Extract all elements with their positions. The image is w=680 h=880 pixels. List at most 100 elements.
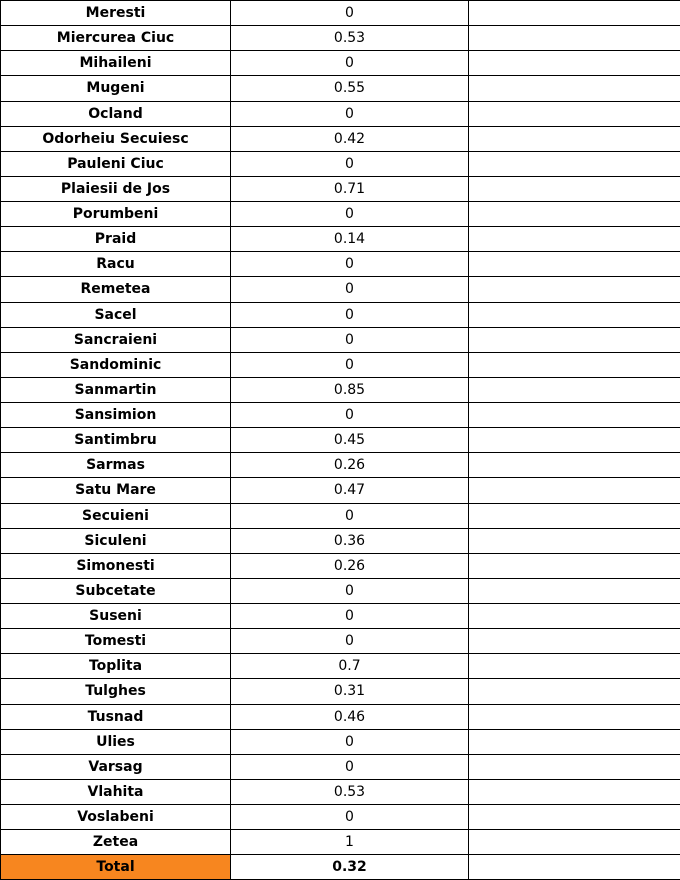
row-label: Tusnad xyxy=(0,703,231,730)
table-row: Secuieni 0 xyxy=(0,502,680,529)
row-label: Sarmas xyxy=(0,452,231,479)
row-label: Toplita xyxy=(0,653,231,680)
row-label: Subcetate xyxy=(0,577,231,605)
empty-cell xyxy=(468,276,680,303)
empty-cell xyxy=(468,100,680,127)
empty-cell xyxy=(468,25,680,52)
row-value: 1 xyxy=(230,829,469,856)
row-value: 0.45 xyxy=(230,427,469,454)
row-label: Voslabeni xyxy=(0,803,231,831)
table-row: Suseni 0 xyxy=(0,602,680,630)
row-value: 0 xyxy=(230,401,469,429)
row-value: 0 xyxy=(230,276,469,303)
row-label: Simonesti xyxy=(0,552,231,579)
empty-cell xyxy=(468,728,680,755)
row-label: Meresti xyxy=(0,0,231,27)
row-value: 0 xyxy=(230,326,469,353)
table-row: Mihaileni 0 xyxy=(0,50,680,77)
empty-cell xyxy=(468,803,680,831)
table-row: Ocland 0 xyxy=(0,100,680,127)
empty-cell xyxy=(468,854,680,880)
row-label: Satu Mare xyxy=(0,477,231,504)
empty-cell xyxy=(468,502,680,529)
row-label: Suseni xyxy=(0,602,231,630)
row-value: 0 xyxy=(230,628,469,655)
table-row: Sandominic 0 xyxy=(0,351,680,378)
table-row: Voslabeni 0 xyxy=(0,803,680,831)
row-value: 0.71 xyxy=(230,175,469,203)
empty-cell xyxy=(468,150,680,177)
table-row: Sancraieni 0 xyxy=(0,326,680,353)
row-label: Sandominic xyxy=(0,351,231,378)
empty-cell xyxy=(468,452,680,479)
row-value: 0 xyxy=(230,251,469,278)
row-label: Racu xyxy=(0,251,231,278)
table-row: Porumbeni 0 xyxy=(0,200,680,228)
empty-cell xyxy=(468,527,680,554)
table-row: Sanmartin 0.85 xyxy=(0,376,680,404)
row-value: 0.53 xyxy=(230,25,469,52)
empty-cell xyxy=(468,175,680,203)
empty-cell xyxy=(468,50,680,77)
row-value: 0 xyxy=(230,577,469,605)
row-value: 0.53 xyxy=(230,778,469,806)
table-row: Simonesti 0.26 xyxy=(0,552,680,579)
empty-cell xyxy=(468,653,680,680)
row-value: 0 xyxy=(230,301,469,328)
table-row: Total 0.32 xyxy=(0,854,680,880)
row-label: Siculeni xyxy=(0,527,231,554)
empty-cell xyxy=(468,829,680,856)
table-row: Varsag 0 xyxy=(0,753,680,780)
row-label: Sancraieni xyxy=(0,326,231,353)
empty-cell xyxy=(468,577,680,605)
table-row: Odorheiu Secuiesc 0.42 xyxy=(0,125,680,152)
empty-cell xyxy=(468,427,680,454)
empty-cell xyxy=(468,778,680,806)
table-row: Sansimion 0 xyxy=(0,401,680,429)
row-value: 0 xyxy=(230,602,469,630)
row-label: Plaiesii de Jos xyxy=(0,175,231,203)
row-value: 0.26 xyxy=(230,552,469,579)
row-label: Praid xyxy=(0,226,231,253)
table-row: Vlahita 0.53 xyxy=(0,778,680,806)
row-label: Zetea xyxy=(0,829,231,856)
table-row: Meresti 0 xyxy=(0,0,680,27)
row-value: 0.7 xyxy=(230,653,469,680)
empty-cell xyxy=(468,477,680,504)
row-value: 0.42 xyxy=(230,125,469,152)
row-value: 0.32 xyxy=(230,854,469,880)
table-row: Sarmas 0.26 xyxy=(0,452,680,479)
row-label: Mihaileni xyxy=(0,50,231,77)
empty-cell xyxy=(468,753,680,780)
row-label: Pauleni Ciuc xyxy=(0,150,231,177)
empty-cell xyxy=(468,301,680,328)
empty-cell xyxy=(468,678,680,705)
empty-cell xyxy=(468,401,680,429)
row-value: 0.55 xyxy=(230,75,469,102)
row-label: Sanmartin xyxy=(0,376,231,404)
row-value: 0.85 xyxy=(230,376,469,404)
row-label: Ocland xyxy=(0,100,231,127)
table-row: Remetea 0 xyxy=(0,276,680,303)
row-label: Secuieni xyxy=(0,502,231,529)
table-row: Tusnad 0.46 xyxy=(0,703,680,730)
table-row: Plaiesii de Jos 0.71 xyxy=(0,175,680,203)
row-label: Ulies xyxy=(0,728,231,755)
empty-cell xyxy=(468,552,680,579)
empty-cell xyxy=(468,226,680,253)
table-row: Mugeni 0.55 xyxy=(0,75,680,102)
row-value: 0 xyxy=(230,502,469,529)
empty-cell xyxy=(468,125,680,152)
row-value: 0.46 xyxy=(230,703,469,730)
row-label: Tulghes xyxy=(0,678,231,705)
table-row: Tomesti 0 xyxy=(0,628,680,655)
table-row: Santimbru 0.45 xyxy=(0,427,680,454)
empty-cell xyxy=(468,376,680,404)
row-value: 0 xyxy=(230,200,469,228)
table-row: Tulghes 0.31 xyxy=(0,678,680,705)
empty-cell xyxy=(468,0,680,27)
row-value: 0.47 xyxy=(230,477,469,504)
